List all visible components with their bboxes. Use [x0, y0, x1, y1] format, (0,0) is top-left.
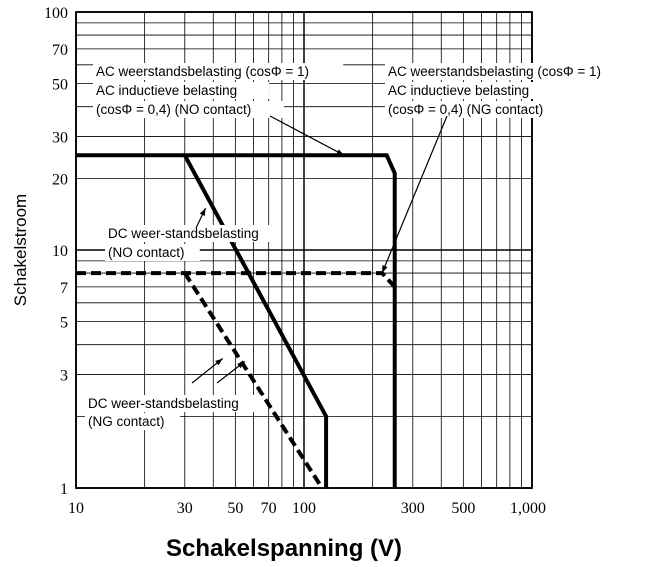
annotation-backing [93, 63, 344, 80]
annotation-leader [381, 115, 448, 274]
annotation-backing [385, 63, 636, 80]
annotation-backing [105, 244, 200, 261]
y-tick-label: 3 [60, 367, 68, 384]
annotation-backing [385, 101, 576, 118]
y-tick-label: 1 [60, 481, 68, 498]
annotation-text: AC inductieve belasting [388, 83, 529, 98]
annotation-backing [385, 82, 562, 99]
series-group [76, 153, 397, 490]
x-tick-label: 30 [177, 500, 193, 517]
x-tick-label: 1,000 [510, 500, 546, 517]
y-tick-label: 20 [52, 171, 68, 188]
annotation-backing [85, 395, 262, 412]
annotation-text: (NG contact) [88, 414, 165, 429]
annotation-arrowhead [199, 208, 206, 217]
annotation-text: AC weerstandsbelasting (cosΦ = 1) [96, 64, 309, 79]
annotation-backing [93, 101, 284, 118]
tick-labels: 10 30 50 70 100 300 500 1,000 1 3 5 7 10 20 30 50 70 100 [44, 5, 546, 517]
y-tick-label: 50 [52, 77, 68, 94]
series-line-2 [183, 154, 329, 488]
annotation-text: AC weerstandsbelasting (cosΦ = 1) [388, 64, 601, 79]
annotation-text: (cosΦ = 0,4) (NG contact) [388, 102, 543, 117]
x-axis-title: Schakelspanning (V) [166, 535, 402, 562]
x-tick-label: 300 [401, 500, 425, 517]
annotations: AC weerstandsbelasting (cosΦ = 1) AC indu… [85, 63, 636, 430]
x-tick-label: 10 [68, 500, 84, 517]
annotation-arrowhead [382, 265, 388, 274]
annotation-text: AC inductieve belasting [96, 83, 237, 98]
annotation-arrowhead [237, 361, 245, 369]
x-tick-label: 500 [451, 500, 475, 517]
y-tick-label: 5 [60, 315, 68, 332]
plot-frame [75, 11, 533, 489]
series-line-1 [76, 153, 397, 488]
annotation-leader [269, 115, 345, 156]
annotation-backing [93, 82, 270, 99]
y-tick-label: 30 [52, 129, 68, 146]
annotation-backing [85, 413, 180, 430]
x-tick-label: 70 [261, 500, 277, 517]
y-tick-label: 10 [52, 243, 68, 260]
y-tick-label: 70 [52, 42, 68, 59]
annotation-arrowhead [336, 149, 345, 156]
annotation-text: (NO contact) [108, 245, 185, 260]
annotation-text: (cosΦ = 0,4) (NO contact) [96, 102, 251, 117]
y-tick-label: 100 [44, 5, 68, 22]
annotation-backing [105, 225, 282, 242]
annotation-text: DC weer-standsbelasting [88, 396, 239, 411]
series-line-4 [183, 271, 324, 490]
annotation-text: DC weer-standsbelasting [108, 226, 259, 241]
annotation-arrowhead [215, 358, 223, 366]
x-tick-label: 100 [292, 500, 316, 517]
y-axis-title: Schakelstroom [11, 194, 30, 306]
x-tick-label: 50 [227, 500, 243, 517]
y-tick-label: 7 [60, 280, 68, 297]
